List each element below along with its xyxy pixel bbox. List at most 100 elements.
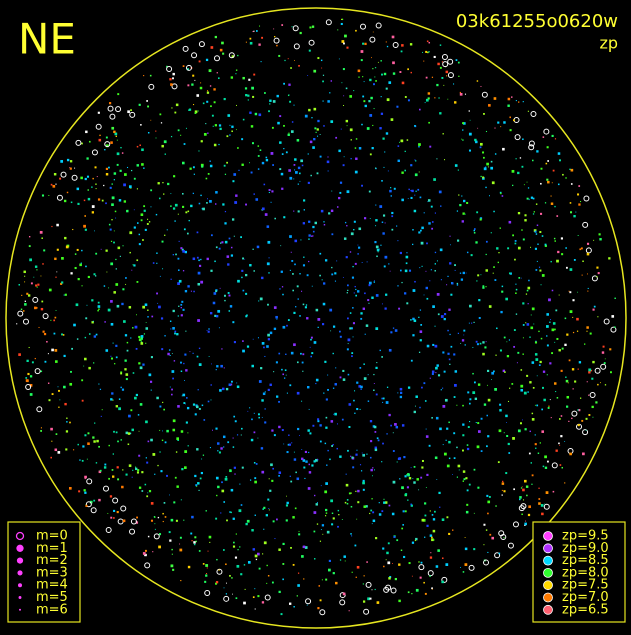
star [441,54,448,61]
star [373,469,375,471]
star [103,285,106,287]
star [426,344,430,348]
star [546,374,548,376]
star [215,476,219,480]
star [216,72,218,74]
star [234,473,236,475]
star [355,288,357,291]
star [241,163,244,166]
star [73,449,75,451]
star [48,194,50,196]
star [477,274,480,277]
star [536,375,538,377]
star [249,37,252,40]
star [158,545,161,549]
star [112,453,115,455]
star [145,457,147,459]
star [322,533,324,535]
star [164,516,167,518]
star [46,340,48,343]
star [411,189,414,193]
star [442,387,444,389]
star [407,198,409,200]
star [286,501,289,505]
star [482,176,485,179]
star [525,293,528,295]
star [578,409,581,412]
star [578,361,582,364]
star [318,585,321,587]
star [125,277,127,279]
star [317,418,320,421]
star [217,485,220,489]
star [177,269,180,271]
star [345,256,348,259]
star [520,369,523,371]
star [259,25,261,27]
star [98,138,102,142]
star [550,195,552,197]
star [405,255,409,259]
star [121,302,124,306]
star [436,158,438,160]
star [531,412,534,415]
star [71,174,78,181]
star [95,333,98,336]
star [210,269,213,272]
star [172,254,174,256]
star [162,512,164,515]
star [186,68,189,71]
star [251,142,254,145]
star [252,548,256,551]
star [506,341,508,343]
star [555,309,558,312]
star [480,85,482,87]
star [466,447,470,451]
star [282,325,286,329]
star [443,84,445,86]
star [292,273,294,275]
star [283,82,285,85]
star [95,252,98,255]
star [112,399,114,401]
star [149,74,152,77]
star [283,148,285,150]
star [162,181,164,184]
star [440,279,442,281]
star [219,48,223,52]
star [35,307,38,309]
star [226,519,228,522]
star [42,330,45,333]
star [47,353,49,355]
star [375,22,382,29]
star [403,456,406,459]
star [29,393,33,396]
star [343,237,347,240]
star [515,313,518,315]
star [353,90,355,92]
star [220,242,222,244]
star [218,569,220,571]
star [546,335,548,337]
star [233,341,236,344]
star [229,511,231,513]
star [281,368,283,371]
star [597,316,599,318]
star [358,147,362,150]
star [559,444,561,446]
star [350,505,353,508]
star [340,22,343,26]
star [171,553,173,555]
star [164,153,166,155]
star [180,361,182,364]
star [85,317,88,320]
star [115,405,119,408]
star [544,202,547,204]
star [511,169,515,173]
star [247,410,249,412]
star [319,599,322,602]
star [180,430,184,433]
star [412,289,416,292]
star [139,144,141,147]
star [251,86,254,90]
